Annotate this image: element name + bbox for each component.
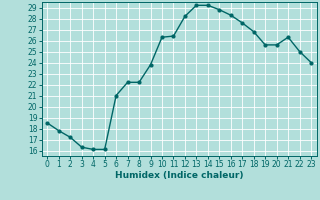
X-axis label: Humidex (Indice chaleur): Humidex (Indice chaleur) [115, 171, 244, 180]
